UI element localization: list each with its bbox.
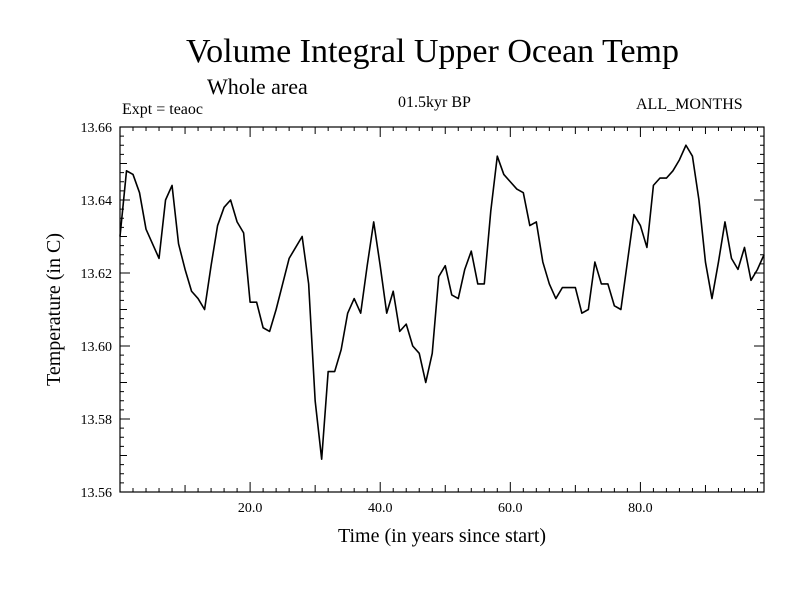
months-label: ALL_MONTHS (636, 96, 743, 113)
y-tick-label: 13.64 (81, 194, 113, 209)
x-tick-label: 60.0 (498, 501, 523, 516)
x-tick-label: 40.0 (368, 501, 393, 516)
x-tick-label: 20.0 (238, 501, 263, 516)
chart-title: Volume Integral Upper Ocean Temp (186, 33, 679, 70)
x-tick-label: 80.0 (628, 501, 653, 516)
y-tick-label: 13.62 (81, 267, 113, 282)
x-axis-label: Time (in years since start) (338, 525, 546, 547)
y-tick-label: 13.56 (81, 486, 113, 501)
y-axis-label: Temperature (in C) (43, 233, 65, 386)
period-label: 01.5kyr BP (398, 94, 471, 111)
tick-labels: 20.0 40.0 60.0 80.0 13.56 13.58 13.60 13.62 13.6… (81, 121, 653, 516)
series-line-temperature (119, 144, 765, 460)
plot-frame (119, 126, 765, 493)
experiment-label: Expt = teaoc (122, 101, 203, 118)
tick-marks (120, 127, 764, 492)
y-tick-label: 13.58 (81, 413, 113, 428)
chart-subtitle: Whole area (207, 74, 308, 99)
y-tick-label: 13.66 (81, 121, 113, 136)
y-tick-label: 13.60 (81, 340, 113, 355)
